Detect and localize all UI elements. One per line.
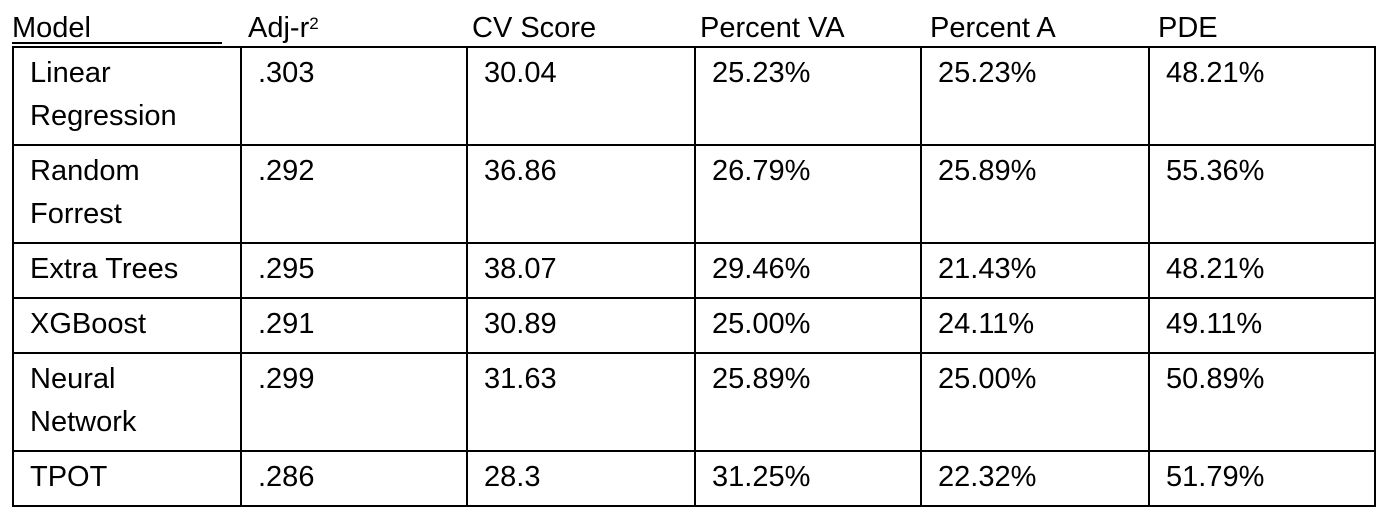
cv-score-cell: 30.04 — [466, 46, 696, 146]
adj-r2-cell: .292 — [240, 144, 468, 244]
cv-score-cell: 31.63 — [466, 352, 696, 452]
model-name-line: Neural — [30, 363, 116, 395]
percent-a-cell: 25.00% — [920, 352, 1150, 452]
percent-a-cell: 21.43% — [920, 242, 1150, 299]
adj-r2-cell: .299 — [240, 352, 468, 452]
header-adj-r2: Adj-r2 — [248, 10, 319, 46]
table-body: Linear Regression .303 30.04 25.23% 25.23% 48.… — [12, 46, 1376, 507]
percent-va-cell: 31.25% — [694, 450, 922, 507]
adj-r2-cell: .295 — [240, 242, 468, 299]
pde-cell: 48.21% — [1148, 46, 1376, 146]
header-cv-score: CV Score — [472, 12, 597, 44]
adj-r2-cell: .291 — [240, 297, 468, 354]
model-name-line: TPOT — [30, 461, 108, 493]
percent-va-cell: 25.00% — [694, 297, 922, 354]
model-name-line: XGBoost — [30, 308, 147, 340]
header-underline — [12, 42, 222, 44]
table-row: TPOT .286 28.3 31.25% 22.32% 51.79% — [12, 450, 1376, 507]
cv-score-cell: 30.89 — [466, 297, 696, 354]
cv-score-cell: 28.3 — [466, 450, 696, 507]
percent-a-cell: 24.11% — [920, 297, 1150, 354]
model-name-line: Forrest — [30, 198, 122, 230]
percent-va-cell: 25.89% — [694, 352, 922, 452]
model-name-line: Linear — [30, 57, 111, 89]
percent-a-cell: 22.32% — [920, 450, 1150, 507]
model-cell: Linear Regression — [12, 46, 242, 146]
header-adj-r2-text: Adj-r — [248, 12, 310, 44]
results-table: Linear Regression .303 30.04 25.23% 25.23% 48.… — [12, 46, 1376, 507]
header-pde: PDE — [1158, 12, 1218, 44]
pde-cell: 48.21% — [1148, 242, 1376, 299]
model-name-line: Random — [30, 155, 140, 187]
model-name-line: Extra Trees — [30, 253, 179, 285]
cv-score-cell: 38.07 — [466, 242, 696, 299]
model-cell: Neural Network — [12, 352, 242, 452]
header-percent-a: Percent A — [930, 12, 1056, 44]
percent-a-cell: 25.23% — [920, 46, 1150, 146]
percent-va-cell: 26.79% — [694, 144, 922, 244]
table-row: Extra Trees .295 38.07 29.46% 21.43% 48.21% — [12, 242, 1376, 299]
header-adj-r2-superscript: 2 — [309, 14, 319, 33]
header-percent-va: Percent VA — [700, 12, 845, 44]
model-cell: Random Forrest — [12, 144, 242, 244]
table-header: Model Adj-r2 CV Score Percent VA Percent… — [0, 0, 1400, 46]
model-cell: Extra Trees — [12, 242, 242, 299]
percent-va-cell: 29.46% — [694, 242, 922, 299]
percent-a-cell: 25.89% — [920, 144, 1150, 244]
header-model: Model — [12, 12, 91, 44]
model-cell: XGBoost — [12, 297, 242, 354]
table-row: Linear Regression .303 30.04 25.23% 25.23% 48.… — [12, 46, 1376, 146]
pde-cell: 51.79% — [1148, 450, 1376, 507]
cv-score-cell: 36.86 — [466, 144, 696, 244]
table-row: XGBoost .291 30.89 25.00% 24.11% 49.11% — [12, 297, 1376, 354]
pde-cell: 50.89% — [1148, 352, 1376, 452]
model-name-line: Network — [30, 406, 137, 438]
table-row: Random Forrest .292 36.86 26.79% 25.89% 55.36% — [12, 144, 1376, 244]
table-row: Neural Network .299 31.63 25.89% 25.00% 50.89% — [12, 352, 1376, 452]
model-name-line: Regression — [30, 100, 177, 132]
pde-cell: 55.36% — [1148, 144, 1376, 244]
model-cell: TPOT — [12, 450, 242, 507]
percent-va-cell: 25.23% — [694, 46, 922, 146]
adj-r2-cell: .286 — [240, 450, 468, 507]
adj-r2-cell: .303 — [240, 46, 468, 146]
pde-cell: 49.11% — [1148, 297, 1376, 354]
